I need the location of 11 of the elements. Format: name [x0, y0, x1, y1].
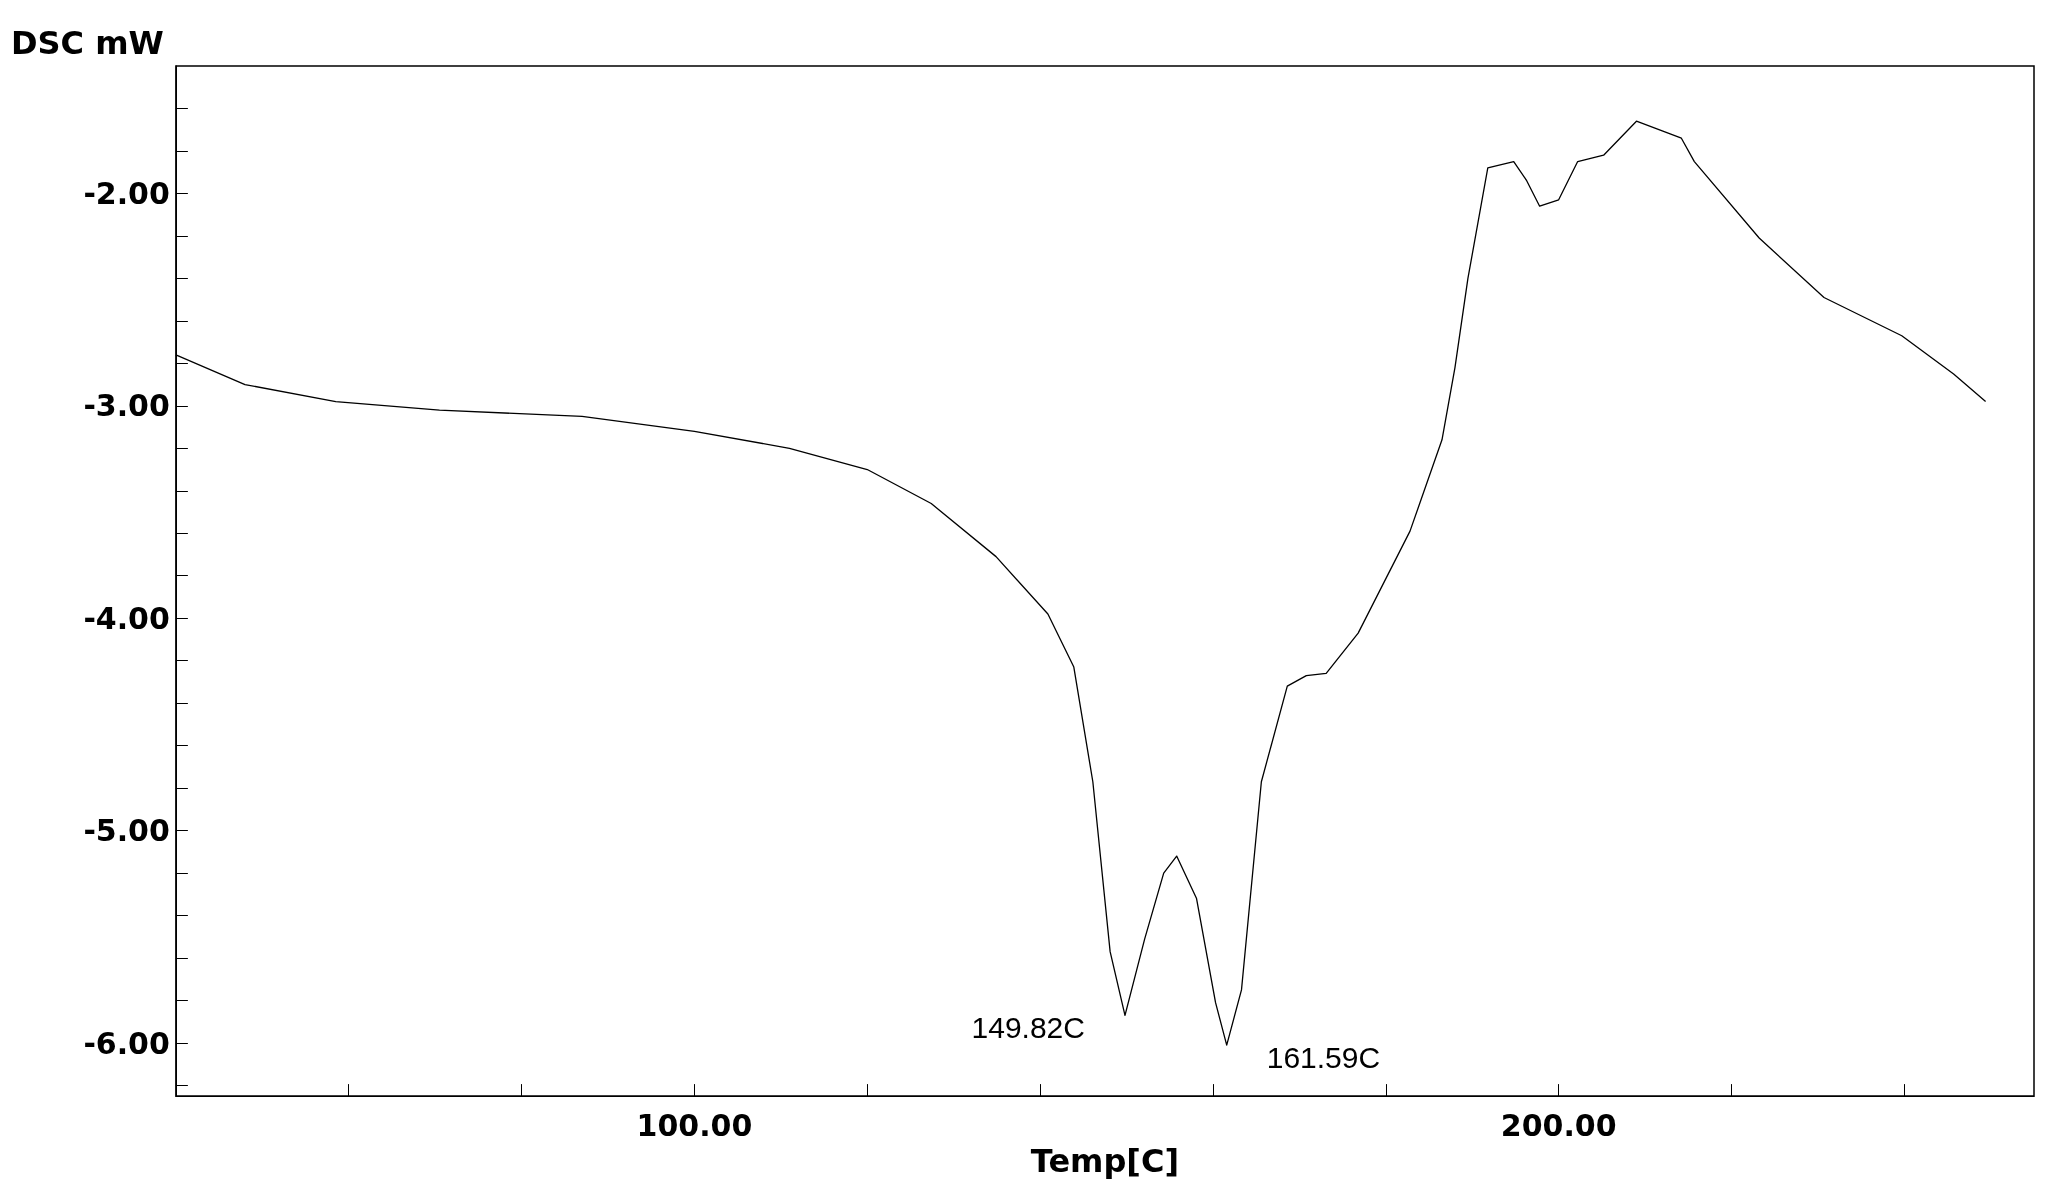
- y-tick-label: -3.00: [83, 388, 170, 424]
- annotation: 149.82C: [971, 1010, 1085, 1044]
- annotation: 161.59C: [1266, 1040, 1381, 1074]
- y-tick-label: -5.00: [83, 813, 170, 849]
- y-tick-label: -4.00: [83, 600, 170, 636]
- x-axis-title: Temp[C]: [1030, 1142, 1180, 1180]
- y-tick-label: -2.00: [83, 175, 170, 211]
- y-tick-label: -6.00: [83, 1025, 170, 1061]
- y-axis-title: DSC mW: [11, 24, 164, 62]
- x-tick-label: 200.00: [1500, 1107, 1617, 1143]
- x-tick-label: 100.00: [636, 1107, 753, 1143]
